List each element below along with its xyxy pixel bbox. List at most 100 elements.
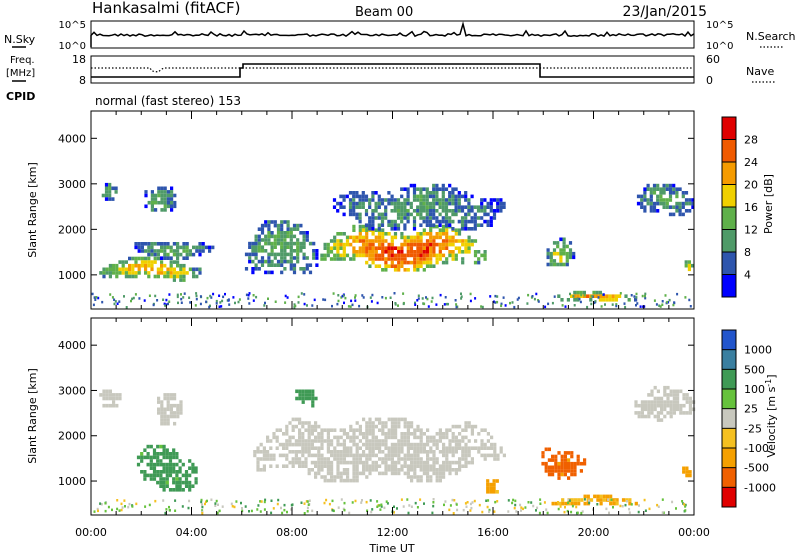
echo-cell (330, 450, 334, 454)
echo-cell (682, 466, 686, 471)
echo-cell (163, 274, 167, 279)
echo-cell (248, 252, 252, 257)
x-tick-label-5: 20:00 (578, 526, 610, 539)
echo-cell (291, 442, 295, 447)
speckle-cell (280, 506, 282, 510)
echo-cell (352, 478, 356, 483)
echo-cell (669, 389, 673, 394)
echo-cell (444, 209, 449, 213)
echo-cell (312, 241, 316, 246)
echo-cell (403, 421, 407, 425)
echo-cell (257, 267, 261, 271)
echo-cell (445, 242, 449, 247)
echo-cell (307, 471, 311, 476)
echo-cell (374, 253, 378, 258)
echo-cell (381, 232, 385, 236)
speckle-cell (610, 498, 613, 501)
echo-cell (688, 470, 692, 474)
echo-cell (649, 209, 653, 213)
speckle-cell (684, 503, 687, 507)
echo-cell (448, 250, 452, 254)
echo-cell (345, 253, 350, 258)
echo-cell (435, 242, 439, 247)
echo-cell (301, 400, 305, 404)
power-colorbar-tick-label-5: 24 (744, 156, 758, 169)
echo-cell (384, 442, 388, 447)
echo-cell (336, 442, 340, 447)
echo-cell (643, 191, 647, 195)
echo-cell (358, 246, 362, 250)
echo-cell (445, 428, 449, 432)
echo-cell (326, 439, 330, 443)
echo-cell (425, 223, 429, 227)
echo-cell (573, 498, 578, 502)
echo-cell (464, 250, 468, 254)
echo-cell (144, 249, 148, 253)
echo-cell (365, 253, 369, 258)
speckle-cell (164, 511, 167, 515)
echo-cell (314, 439, 318, 443)
echo-cell (583, 501, 587, 506)
echo-cell (346, 446, 350, 450)
echo-cell (346, 475, 350, 479)
echo-cell (282, 446, 286, 450)
echo-cell (184, 473, 189, 478)
speckle-cell (381, 296, 384, 299)
echo-cell (371, 460, 375, 465)
echo-cell (413, 253, 417, 258)
echo-cell (451, 191, 455, 195)
echo-cell (570, 498, 574, 502)
echo-cell (170, 200, 174, 205)
echo-cell (262, 464, 266, 468)
echo-cell (565, 262, 569, 267)
echo-cell (150, 260, 154, 264)
echo-cell (299, 267, 303, 271)
echo-cell (195, 249, 199, 253)
echo-cell (276, 227, 281, 231)
echo-cell (451, 446, 455, 450)
velocity-colorbar-segment-3 (722, 389, 736, 410)
echo-cell (361, 235, 366, 240)
echo-cell (483, 253, 487, 258)
echo-cell (445, 232, 449, 236)
echo-cell (362, 417, 366, 422)
speckle-cell (174, 509, 177, 512)
echo-cell (442, 471, 446, 476)
echo-cell (483, 209, 487, 213)
echo-cell (162, 470, 166, 474)
echo-cell (448, 446, 452, 450)
echo-cell (568, 248, 573, 252)
echo-cell (182, 263, 186, 268)
echo-cell (355, 253, 359, 258)
echo-cell (272, 453, 276, 458)
speckle-cell (120, 508, 123, 512)
power-colorbar-segment-2 (722, 229, 736, 253)
echo-cell (549, 262, 553, 267)
speckle-cell (615, 304, 618, 308)
echo-cell (374, 228, 378, 232)
echo-cell (208, 245, 212, 250)
echo-cell (323, 460, 327, 465)
echo-cell (470, 428, 474, 432)
speckle-cell (571, 504, 574, 508)
echo-cell (406, 268, 410, 272)
speckle-cell (567, 498, 570, 501)
echo-cell (368, 219, 372, 224)
echo-cell (422, 187, 426, 191)
speckle-cell (93, 296, 96, 299)
echo-cell (185, 242, 189, 246)
echo-cell (289, 256, 293, 260)
echo-cell (342, 432, 346, 436)
echo-cell (409, 235, 414, 240)
echo-cell (302, 270, 306, 275)
echo-cell (438, 235, 442, 240)
echo-cell (137, 245, 141, 250)
echo-cell (390, 460, 394, 465)
echo-cell (410, 478, 414, 483)
echo-cell (172, 242, 176, 246)
echo-cell (147, 242, 151, 246)
echo-cell (445, 446, 449, 450)
echo-cell (128, 271, 132, 275)
echo-cell (358, 460, 362, 465)
echo-cell (333, 446, 337, 450)
